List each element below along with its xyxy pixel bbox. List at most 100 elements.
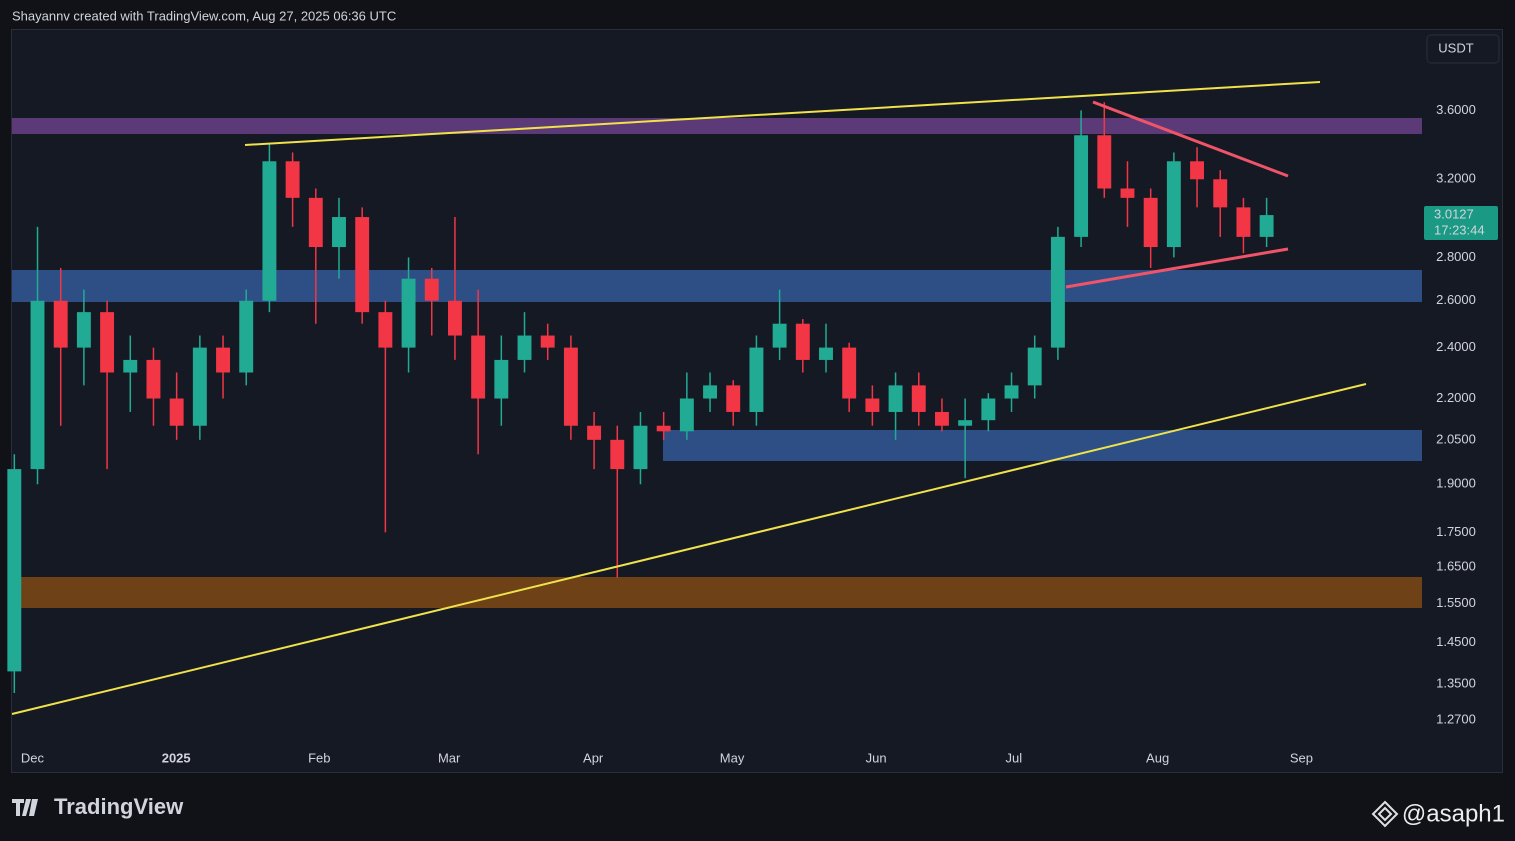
candle-body (1236, 207, 1251, 237)
candle-body (587, 425, 602, 440)
candle-body (842, 347, 857, 399)
x-tick-label: May (720, 750, 745, 765)
candles (7, 102, 1274, 693)
y-tick-label: 3.6000 (1436, 102, 1476, 117)
countdown: 17:23:44 (1434, 222, 1485, 237)
candle-body (934, 411, 949, 426)
candle-body (1074, 135, 1089, 237)
candle-body (517, 335, 532, 360)
x-tick-label: Sep (1290, 750, 1313, 765)
brand: TradingView (12, 794, 184, 819)
candle-body (494, 359, 509, 399)
y-tick-label: 2.0500 (1436, 431, 1476, 446)
x-tick-label: Jun (866, 750, 887, 765)
x-tick-label: Mar (438, 750, 461, 765)
candle-body (1097, 135, 1112, 189)
attribution: Shayannv created with TradingView.com, A… (12, 8, 396, 23)
y-tick-label: 1.2700 (1436, 711, 1476, 726)
candle-body (262, 161, 277, 301)
triangle-line (1092, 100, 1289, 178)
y-tick-label: 1.3500 (1436, 676, 1476, 691)
y-tick-label: 2.8000 (1436, 249, 1476, 264)
x-tick-label: Aug (1146, 750, 1169, 765)
price-tag-value: 3.0127 (1434, 206, 1474, 221)
candle-body (447, 300, 462, 336)
candle-body (332, 217, 346, 248)
demand-zone (12, 577, 1422, 608)
candle-body (146, 359, 161, 399)
candle-body (981, 398, 996, 421)
candle-body (308, 197, 323, 248)
candle-body (123, 359, 138, 373)
candle-body (795, 323, 810, 360)
candle-body (819, 347, 833, 360)
candle-body (1166, 161, 1181, 248)
candle-body (1213, 179, 1228, 208)
trendlines (11, 81, 1367, 715)
candle-body (1120, 188, 1135, 198)
x-tick-label: Jul (1006, 750, 1023, 765)
candle-body (679, 398, 694, 432)
candle-body (958, 420, 973, 426)
candle-body (192, 347, 207, 426)
currency: USDT (1438, 40, 1473, 55)
candle-body (911, 385, 926, 412)
candle-body (1050, 236, 1065, 348)
y-tick-label: 1.9000 (1436, 476, 1476, 491)
candle-body (30, 300, 45, 470)
candle-body (355, 217, 370, 313)
candle-body (285, 161, 300, 198)
y-tick-label: 2.4000 (1436, 339, 1476, 354)
candle-body (76, 312, 91, 348)
candle-body (1259, 215, 1274, 237)
price-tag: 3.0127 17:23:44 (1424, 206, 1498, 240)
candle-body (401, 278, 416, 348)
trendline (11, 383, 1367, 715)
candle-body (424, 278, 439, 301)
candle-body (563, 347, 578, 426)
resistance-zone (12, 118, 1422, 134)
candle-body (703, 385, 717, 399)
candle-body (540, 335, 555, 348)
candle-body (726, 385, 741, 412)
y-tick-label: 2.2000 (1436, 390, 1476, 405)
x-tick-label: Feb (308, 750, 330, 765)
y-tick-label: 1.7500 (1436, 524, 1476, 539)
candle-body (1004, 385, 1019, 399)
y-tick-label: 1.5500 (1436, 595, 1476, 610)
candle-body (772, 323, 787, 348)
triangle-line (1065, 247, 1289, 289)
y-tick-label: 2.6000 (1436, 292, 1476, 307)
x-tick-label: Apr (583, 750, 604, 765)
candle-body (53, 300, 68, 348)
candle-body (633, 425, 648, 470)
candle-body (1027, 347, 1042, 386)
trendline (244, 81, 1321, 146)
candle-body (471, 335, 486, 399)
brand-name: TradingView (54, 794, 184, 819)
support-zone (12, 270, 1422, 302)
watermark: @asaph1 (1402, 800, 1505, 827)
candle-body (239, 300, 254, 373)
price-tag-box (1424, 206, 1498, 240)
zones (12, 118, 1422, 608)
currency-box[interactable] (1426, 34, 1500, 64)
y-tick-label: 3.2000 (1436, 171, 1476, 186)
candle-body (1190, 161, 1205, 180)
x-tick-label: Dec (21, 750, 45, 765)
candle-body (656, 425, 671, 432)
candle-body (865, 398, 880, 412)
support-zone (663, 430, 1422, 461)
candle-body (7, 469, 22, 672)
candle-body (100, 312, 115, 373)
y-tick-label: 1.4500 (1436, 634, 1476, 649)
candle-body (749, 347, 764, 412)
brand-logo (12, 799, 38, 816)
y-tick-label: 1.6500 (1436, 558, 1476, 573)
candle-body (888, 385, 903, 412)
candle-body (610, 439, 625, 470)
candle-body (216, 347, 230, 373)
x-tick-label: 2025 (162, 750, 191, 765)
